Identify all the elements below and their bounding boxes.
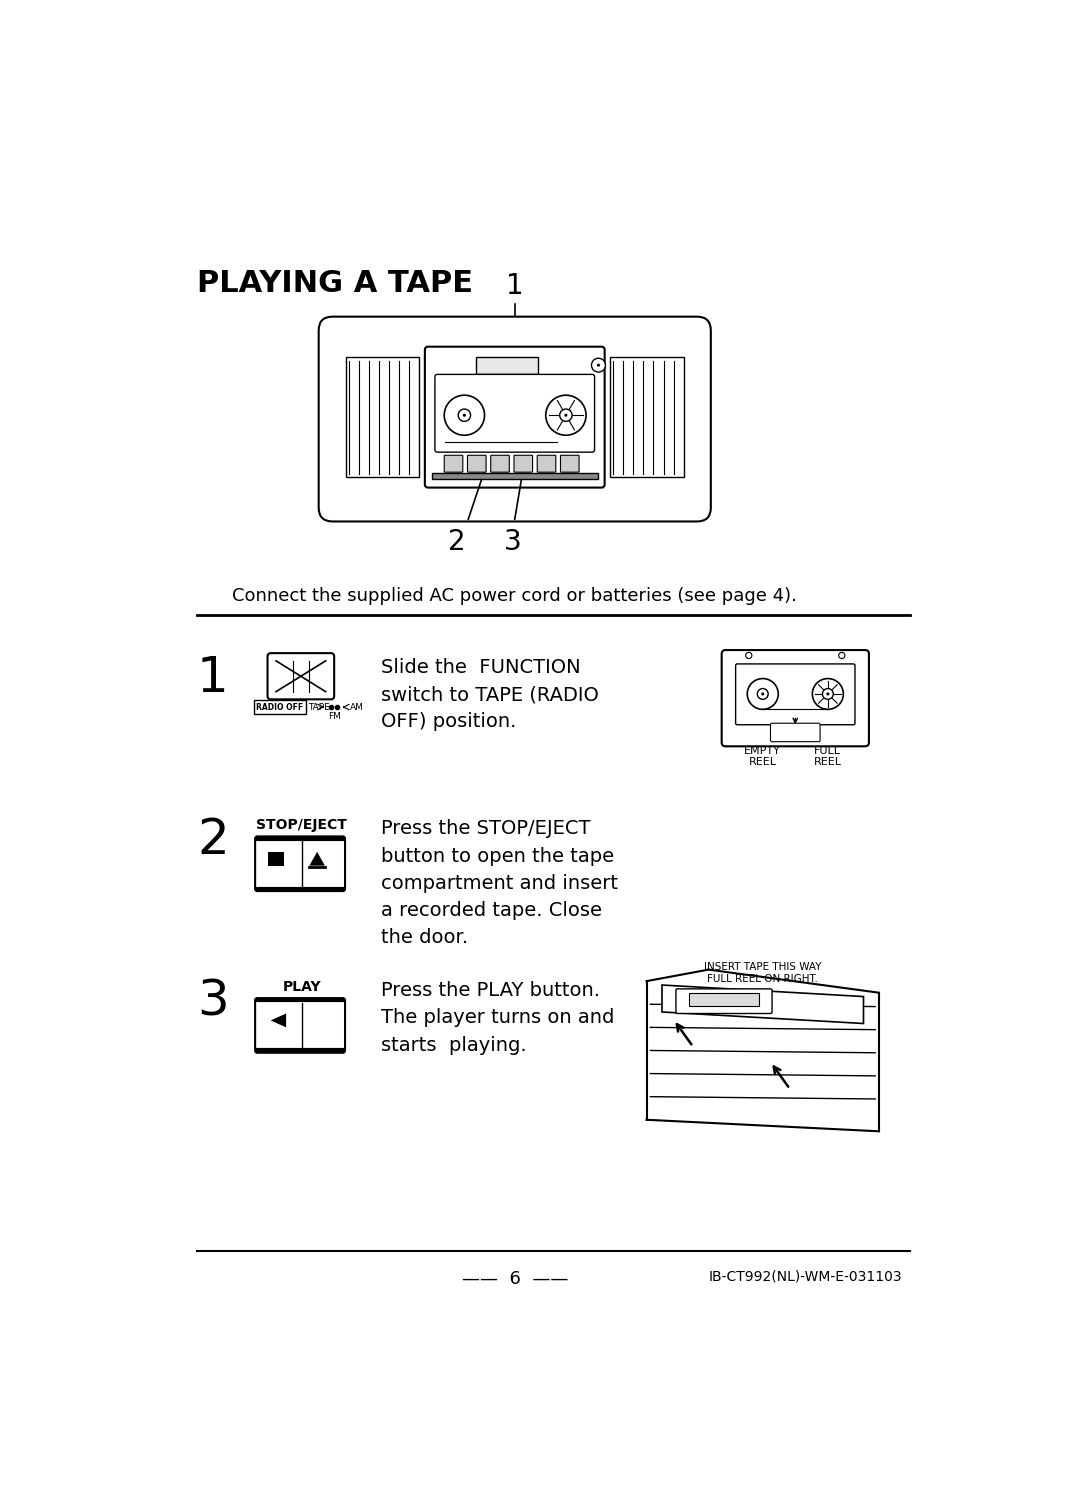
Text: TAPE: TAPE bbox=[308, 702, 329, 711]
Text: FULL
REEL: FULL REEL bbox=[814, 747, 841, 767]
Bar bbox=[346, 358, 419, 476]
Text: RADIO OFF: RADIO OFF bbox=[256, 702, 303, 711]
Circle shape bbox=[444, 395, 485, 436]
FancyBboxPatch shape bbox=[537, 455, 556, 472]
Circle shape bbox=[565, 413, 567, 416]
FancyBboxPatch shape bbox=[319, 317, 711, 522]
Circle shape bbox=[559, 409, 572, 421]
Circle shape bbox=[458, 409, 471, 421]
FancyBboxPatch shape bbox=[735, 664, 855, 724]
Text: EMPTY
REEL: EMPTY REEL bbox=[744, 747, 781, 767]
Text: IB-CT992(NL)-WM-E-031103: IB-CT992(NL)-WM-E-031103 bbox=[708, 1270, 902, 1284]
Polygon shape bbox=[309, 852, 325, 866]
Text: 3: 3 bbox=[503, 529, 522, 556]
FancyBboxPatch shape bbox=[676, 989, 772, 1013]
Text: Press the STOP/EJECT
button to open the tape
compartment and insert
a recorded t: Press the STOP/EJECT button to open the … bbox=[381, 819, 619, 947]
Circle shape bbox=[839, 652, 845, 658]
Circle shape bbox=[761, 693, 765, 696]
FancyBboxPatch shape bbox=[561, 455, 579, 472]
Text: FM: FM bbox=[328, 712, 341, 721]
FancyBboxPatch shape bbox=[255, 700, 306, 714]
Bar bbox=[476, 358, 538, 374]
Text: 3: 3 bbox=[197, 977, 229, 1025]
Circle shape bbox=[823, 688, 834, 699]
FancyBboxPatch shape bbox=[468, 455, 486, 472]
Text: STOP/EJECT: STOP/EJECT bbox=[256, 818, 347, 833]
Text: 2: 2 bbox=[197, 816, 229, 864]
FancyBboxPatch shape bbox=[490, 455, 510, 472]
FancyBboxPatch shape bbox=[721, 651, 869, 747]
Text: PLAYING A TAPE: PLAYING A TAPE bbox=[197, 269, 473, 298]
FancyBboxPatch shape bbox=[255, 836, 345, 891]
Text: 1: 1 bbox=[505, 272, 524, 299]
FancyBboxPatch shape bbox=[514, 455, 532, 472]
FancyBboxPatch shape bbox=[424, 347, 605, 487]
Circle shape bbox=[592, 358, 606, 373]
Text: ——  6  ——: —— 6 —— bbox=[461, 1270, 568, 1288]
Text: 1: 1 bbox=[197, 654, 229, 702]
FancyBboxPatch shape bbox=[444, 455, 463, 472]
Polygon shape bbox=[271, 1013, 286, 1028]
Bar bbox=[610, 358, 684, 476]
Bar bbox=[432, 473, 597, 479]
Text: 2: 2 bbox=[448, 529, 465, 556]
Text: PLAY: PLAY bbox=[282, 980, 321, 993]
Circle shape bbox=[745, 652, 752, 658]
FancyBboxPatch shape bbox=[770, 723, 820, 741]
Circle shape bbox=[545, 395, 586, 436]
Text: Press the PLAY button.
The player turns on and
starts  playing.: Press the PLAY button. The player turns … bbox=[381, 981, 615, 1055]
Circle shape bbox=[757, 688, 768, 699]
FancyBboxPatch shape bbox=[268, 654, 334, 699]
Text: Slide the  FUNCTION
switch to TAPE (RADIO
OFF) position.: Slide the FUNCTION switch to TAPE (RADIO… bbox=[381, 658, 599, 732]
Text: AM: AM bbox=[350, 702, 364, 711]
Circle shape bbox=[597, 364, 600, 367]
FancyBboxPatch shape bbox=[255, 998, 345, 1052]
Circle shape bbox=[812, 678, 843, 709]
Text: Connect the supplied AC power cord or batteries (see page 4).: Connect the supplied AC power cord or ba… bbox=[232, 586, 797, 604]
Circle shape bbox=[463, 413, 465, 416]
Circle shape bbox=[826, 693, 829, 696]
Bar bbox=[268, 852, 284, 866]
FancyBboxPatch shape bbox=[435, 374, 595, 452]
Text: INSERT TAPE THIS WAY
FULL REEL ON RIGHT.: INSERT TAPE THIS WAY FULL REEL ON RIGHT. bbox=[704, 962, 822, 983]
Polygon shape bbox=[662, 984, 864, 1024]
Circle shape bbox=[747, 678, 779, 709]
Bar bbox=[689, 993, 759, 1006]
